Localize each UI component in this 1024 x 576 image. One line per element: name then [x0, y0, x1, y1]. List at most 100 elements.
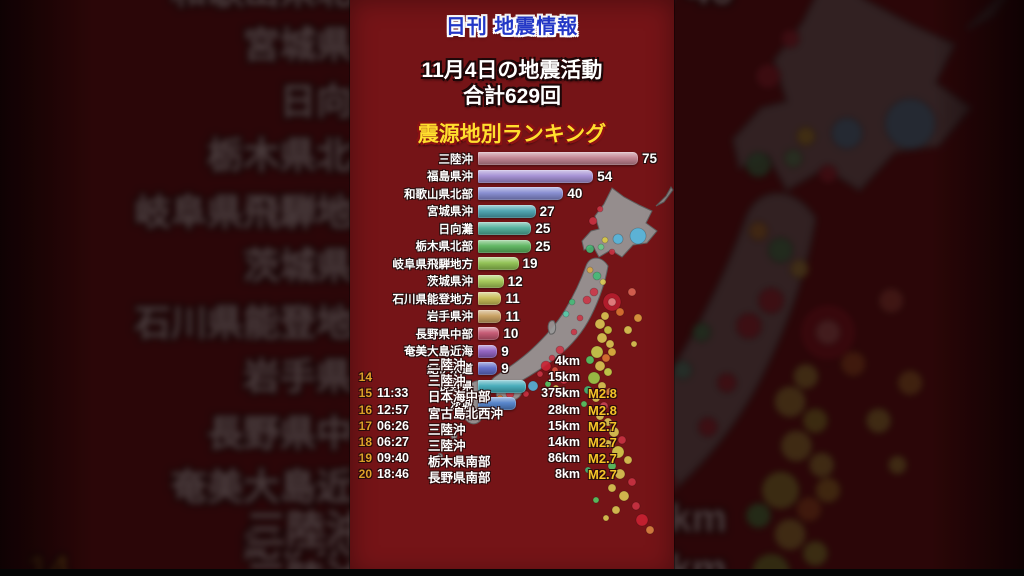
quake-magnitude: M2.7	[588, 467, 617, 483]
bar-value: 54	[597, 168, 613, 184]
epicenter-dot	[603, 325, 613, 335]
quake-location: 三陸沖	[428, 374, 466, 389]
epicenter-dot	[605, 387, 615, 397]
bar-label: 宮城県沖	[427, 206, 473, 219]
epicenter-dot	[597, 381, 607, 391]
bar-label: 岐阜県飛騨地方	[392, 258, 474, 271]
epicenter-dot	[594, 318, 606, 330]
bar	[478, 344, 498, 358]
bar-value: 11	[505, 308, 520, 324]
quake-row: 15 11:33 日本海中部 375km M2.8	[350, 386, 674, 404]
epicenter-dot	[540, 360, 552, 372]
epicenter-dot	[562, 310, 570, 318]
quake-location: 長野県南部	[428, 471, 491, 486]
quake-rank: 19	[358, 451, 372, 466]
ranking-title: 震源地別ランキング	[417, 123, 607, 146]
quake-row: 19 09:40 栃木県南部 86km M2.7	[350, 451, 674, 469]
epicenter-dot	[522, 390, 530, 398]
quake-row: 三陸沖 4km	[350, 354, 674, 372]
quake-rank: 20	[358, 467, 372, 482]
bar-value: 12	[507, 273, 523, 289]
bar	[478, 292, 502, 306]
bar-value: 19	[522, 256, 538, 272]
epicenter-dot	[585, 355, 595, 365]
quake-magnitude: M2.8	[588, 402, 617, 418]
epicenter-dot	[601, 353, 611, 363]
epicenter-dot	[576, 314, 584, 322]
japan-map	[437, 186, 674, 535]
epicenter-dot	[607, 347, 617, 357]
epicenter-dot	[623, 325, 633, 335]
bar	[478, 362, 498, 376]
bar-value: 25	[535, 238, 551, 254]
quake-time: 12:57	[377, 402, 409, 417]
epicenter-dot	[608, 426, 620, 438]
epicenter-dot	[582, 295, 592, 305]
quake-time: 11:33	[377, 386, 409, 401]
bar-row: 岐阜県飛騨地方 19	[350, 255, 674, 273]
bar	[478, 274, 504, 288]
epicenter-dot	[586, 266, 594, 274]
bar	[478, 397, 517, 411]
epicenter-dot	[611, 505, 621, 515]
quake-location: 三陸沖	[428, 422, 466, 437]
bar-label: 奄美大島近海	[404, 346, 473, 359]
quake-depth: 28km	[548, 402, 580, 417]
bar-label: 石川県能登地方	[392, 293, 474, 306]
bar-row: 茨城県沖 12	[350, 273, 674, 291]
epicenter-dot	[596, 205, 604, 213]
bar	[478, 239, 532, 253]
bar-label: 長野県中部	[415, 328, 474, 341]
quake-row: 18 06:27 三陸沖 14km M2.7	[350, 434, 674, 453]
quake-depth: 375km	[541, 386, 580, 401]
bar-label: 三陸沖	[438, 153, 474, 166]
bar-label: 紀伊水道	[427, 363, 473, 376]
quake-time: 06:26	[377, 418, 409, 433]
quake-depth: 15km	[548, 370, 580, 385]
quake-time: 18:46	[377, 467, 409, 482]
quake-magnitude: M2.7	[588, 434, 617, 450]
epicenter-dot	[568, 298, 576, 306]
epicenter-dot	[599, 401, 609, 411]
epicenter-dot	[596, 332, 608, 344]
bar-label: 日向灘	[438, 223, 474, 236]
bar-value: 9	[501, 361, 509, 377]
epicenter-dot	[617, 435, 627, 445]
epicenter-dot	[607, 461, 617, 471]
bar	[478, 152, 638, 166]
bar-value: 9	[501, 343, 509, 359]
bar-row: 三陸沖 75	[350, 150, 674, 168]
bar-label: 栃木県北部	[415, 241, 474, 254]
nansei-island	[444, 443, 450, 449]
epicenter-dot	[607, 297, 617, 307]
epicenter-dot	[602, 514, 610, 522]
bar-value: 27	[539, 203, 555, 219]
bar	[478, 169, 594, 183]
bar	[478, 309, 502, 323]
quake-rank: 18	[358, 434, 372, 449]
kuril-islands	[655, 186, 674, 207]
quake-location: 三陸沖	[428, 358, 466, 372]
bar-row: 長野県中部 10	[350, 325, 674, 343]
bar	[478, 187, 564, 201]
bar-row-partial: 長野県	[350, 378, 674, 396]
epicenter-dot	[548, 354, 556, 362]
bar	[478, 257, 519, 271]
epicenter-dot	[635, 513, 649, 527]
epicenter-dot	[551, 366, 559, 374]
quake-depth: 86km	[548, 451, 580, 466]
bar-row: 福島県沖 54	[350, 168, 674, 186]
bar	[478, 379, 526, 393]
quake-location: 三陸沖	[428, 438, 466, 453]
quake-location: 宮古島北西沖	[428, 406, 504, 421]
epicenter-dot	[633, 313, 643, 323]
bar-value: 40	[567, 186, 583, 202]
letterbox-bar	[0, 569, 1024, 576]
epicenter-dot	[591, 393, 601, 403]
bar-row: 奄美大島近海 9	[350, 343, 674, 361]
epicenter-dot	[555, 345, 565, 355]
video-stage: 日刊 地震情報 11月4日の地震活動 合計629回 震源地別ランキング 三陸沖 7…	[350, 0, 674, 576]
epicenter-dot	[630, 340, 638, 348]
